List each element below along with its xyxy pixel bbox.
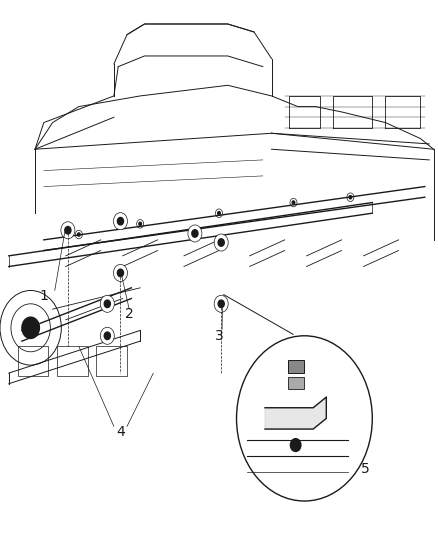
Bar [18, 346, 48, 376]
Polygon shape [265, 397, 326, 429]
Text: 3: 3 [215, 329, 223, 343]
Circle shape [102, 329, 113, 342]
Text: 2: 2 [125, 308, 134, 321]
Circle shape [100, 295, 114, 312]
Circle shape [237, 336, 372, 501]
Circle shape [100, 327, 114, 344]
Circle shape [113, 213, 127, 230]
Circle shape [63, 224, 73, 237]
Circle shape [115, 266, 126, 279]
Circle shape [190, 227, 200, 240]
Bar [288, 377, 304, 389]
Circle shape [218, 212, 220, 215]
Circle shape [117, 269, 124, 277]
Text: 6: 6 [318, 428, 326, 441]
Circle shape [104, 300, 110, 308]
Circle shape [102, 297, 113, 310]
Circle shape [214, 295, 228, 312]
Circle shape [22, 317, 39, 338]
Text: 1: 1 [39, 289, 48, 303]
Circle shape [78, 233, 80, 236]
Circle shape [218, 239, 224, 246]
Circle shape [11, 304, 50, 352]
Circle shape [104, 332, 110, 340]
Bar [288, 360, 304, 373]
Text: 4: 4 [116, 425, 125, 439]
Circle shape [0, 290, 61, 365]
Circle shape [216, 236, 226, 249]
Circle shape [139, 222, 141, 225]
Circle shape [65, 227, 71, 234]
Bar [57, 346, 88, 376]
Bar [96, 346, 127, 376]
Circle shape [117, 217, 124, 225]
Circle shape [218, 300, 224, 308]
Circle shape [349, 196, 352, 199]
Circle shape [214, 234, 228, 251]
Circle shape [188, 225, 202, 242]
Circle shape [115, 215, 126, 228]
Circle shape [216, 297, 226, 310]
Circle shape [192, 230, 198, 237]
Circle shape [292, 201, 295, 204]
Circle shape [290, 439, 301, 451]
Text: 5: 5 [361, 462, 370, 476]
Circle shape [113, 264, 127, 281]
Circle shape [61, 222, 75, 239]
